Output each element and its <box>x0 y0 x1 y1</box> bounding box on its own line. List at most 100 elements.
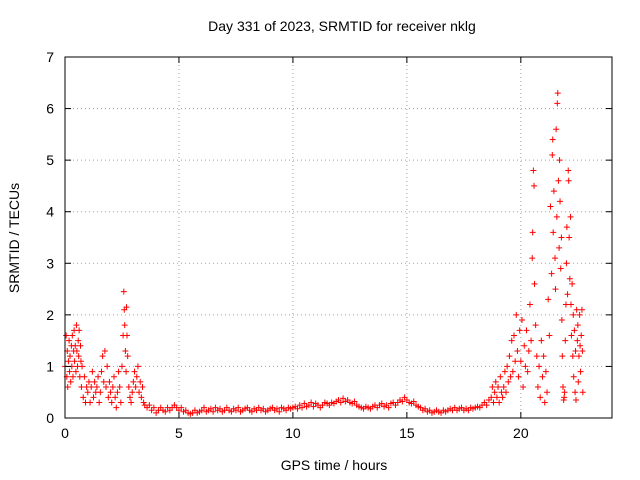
data-point <box>126 394 133 401</box>
data-point <box>532 322 539 329</box>
data-point <box>133 373 140 380</box>
plot-frame <box>64 56 613 419</box>
data-point <box>137 378 144 385</box>
data-point <box>140 399 147 406</box>
data-point <box>559 353 566 360</box>
data-point <box>544 389 551 396</box>
data-point <box>115 368 122 375</box>
data-point <box>558 317 565 324</box>
y-tick-label: 2 <box>46 307 54 323</box>
data-point <box>98 368 105 375</box>
data-point <box>526 301 533 308</box>
data-point <box>118 363 125 370</box>
data-point <box>561 389 568 396</box>
data-points <box>62 90 586 417</box>
data-point <box>522 363 529 370</box>
data-point <box>99 353 106 360</box>
data-point <box>569 280 576 287</box>
data-point <box>248 408 255 415</box>
data-point <box>516 327 523 334</box>
data-point <box>578 332 585 339</box>
data-point <box>556 157 563 164</box>
data-point <box>493 394 500 401</box>
data-point <box>530 167 537 174</box>
data-point <box>520 384 527 391</box>
data-point <box>545 296 552 303</box>
x-axis-ticks: 0 5 10 15 20 <box>61 57 529 441</box>
data-point <box>125 384 132 391</box>
data-point <box>162 408 169 415</box>
data-point <box>310 403 317 410</box>
data-point <box>512 358 519 365</box>
data-point <box>95 373 102 380</box>
data-point <box>497 373 504 380</box>
data-point <box>89 368 96 375</box>
data-point <box>130 378 137 385</box>
data-point <box>76 327 83 334</box>
data-point <box>120 288 127 295</box>
data-point <box>111 373 118 380</box>
data-point <box>563 260 570 267</box>
data-point <box>210 408 217 415</box>
data-point <box>531 280 538 287</box>
data-point <box>294 405 301 412</box>
y-axis-label: SRMTID / TECUs <box>6 183 22 293</box>
data-point <box>579 389 586 396</box>
data-point <box>524 368 531 375</box>
data-point <box>491 389 498 396</box>
data-point <box>552 286 559 293</box>
data-point <box>80 394 87 401</box>
data-point <box>128 399 135 406</box>
data-point <box>100 378 107 385</box>
data-point <box>488 394 495 401</box>
data-point <box>510 332 517 339</box>
data-point <box>123 368 130 375</box>
data-point <box>550 229 557 236</box>
data-point <box>113 404 120 411</box>
data-point <box>489 384 496 391</box>
data-point <box>71 327 78 334</box>
data-point <box>577 342 584 349</box>
data-point <box>570 311 577 318</box>
data-point <box>77 342 84 349</box>
data-point <box>508 337 515 344</box>
data-point <box>77 358 84 365</box>
data-point <box>564 291 571 298</box>
grid-lines <box>65 57 612 418</box>
data-point <box>570 373 577 380</box>
data-point <box>101 347 108 354</box>
data-point <box>378 400 385 407</box>
data-point <box>146 402 153 409</box>
data-point <box>565 177 572 184</box>
data-point <box>566 234 573 241</box>
data-point <box>571 327 578 334</box>
data-point <box>577 368 584 375</box>
data-point <box>78 384 85 391</box>
data-point <box>201 404 208 411</box>
data-point <box>385 404 392 411</box>
data-point <box>540 353 547 360</box>
data-point <box>134 363 141 370</box>
data-point <box>150 404 157 411</box>
data-point <box>207 405 214 412</box>
data-point <box>73 322 80 329</box>
data-point <box>66 337 73 344</box>
x-tick-label: 10 <box>285 425 301 441</box>
data-point <box>117 399 124 406</box>
data-point <box>500 384 507 391</box>
data-point <box>513 311 520 318</box>
data-point <box>534 384 541 391</box>
data-point <box>552 255 559 262</box>
data-point <box>546 332 553 339</box>
data-point <box>399 398 406 405</box>
data-point <box>538 337 545 344</box>
data-point <box>71 358 78 365</box>
data-point <box>553 126 560 133</box>
data-point <box>529 255 536 262</box>
data-point <box>550 188 557 195</box>
data-point <box>503 389 510 396</box>
data-point <box>90 394 97 401</box>
data-point <box>410 398 417 405</box>
data-point <box>578 306 585 313</box>
data-point <box>121 322 128 329</box>
